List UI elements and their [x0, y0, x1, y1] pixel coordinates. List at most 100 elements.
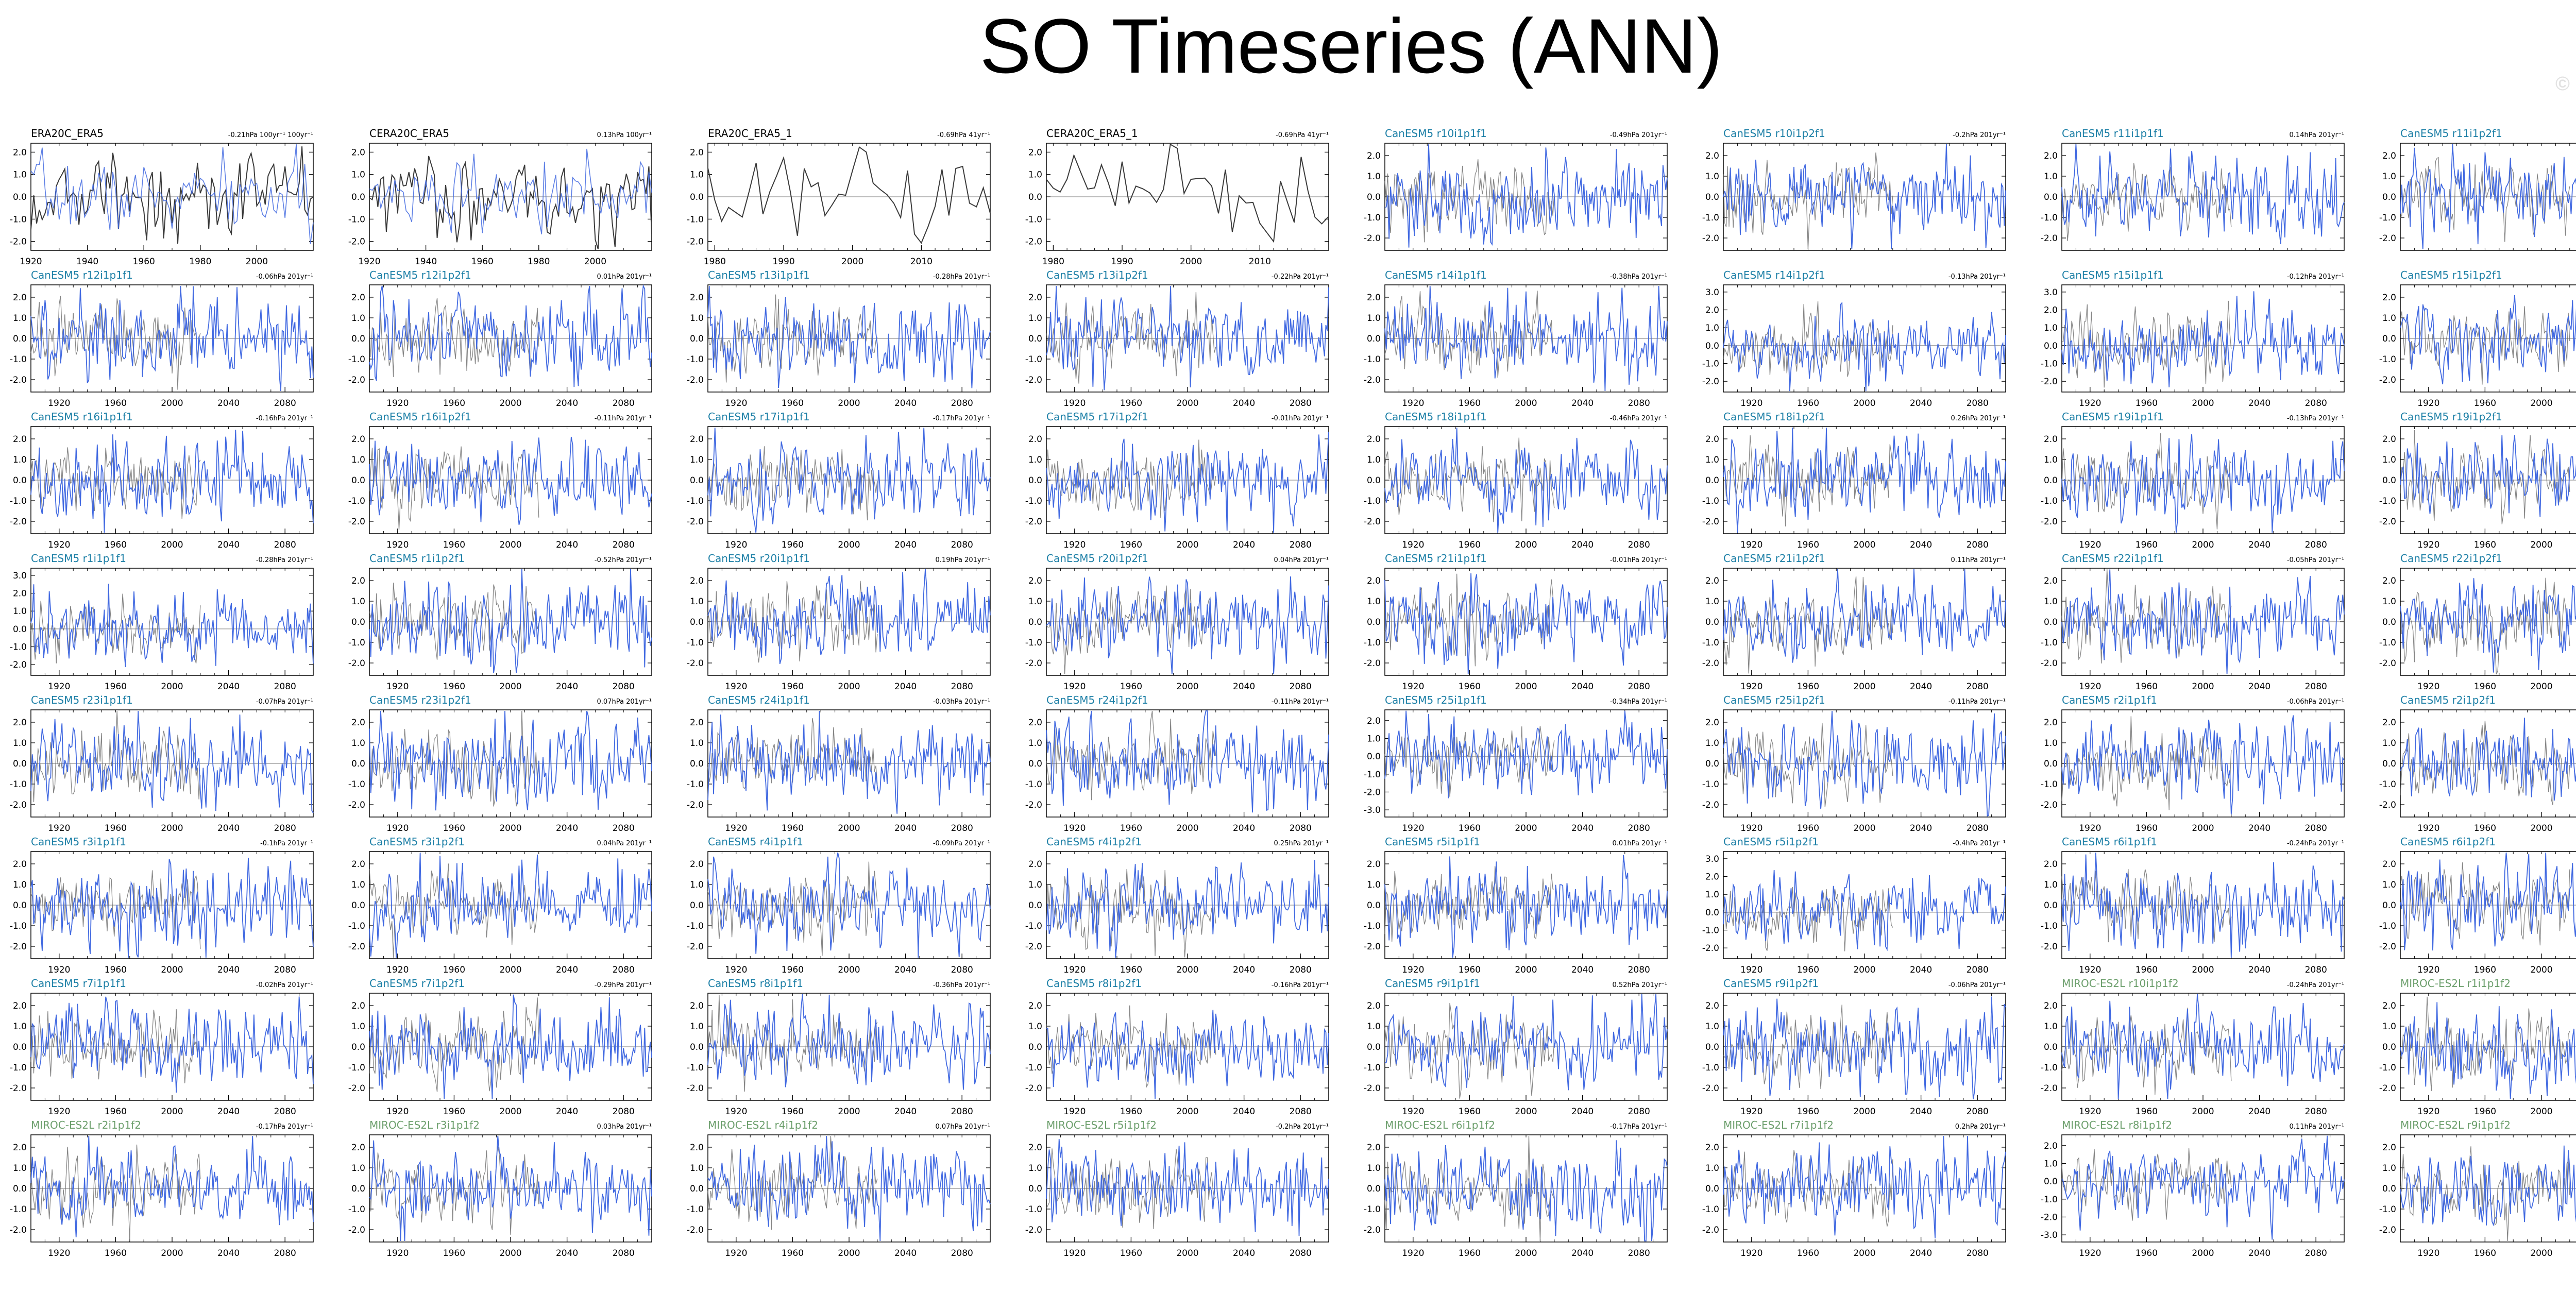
- y-tick-label: 1.0: [1367, 172, 1381, 182]
- y-tick-label: 0.0: [1705, 617, 1719, 627]
- y-tick-label: -2.0: [1025, 375, 1042, 385]
- x-tick-label: 1960: [1797, 1107, 1819, 1117]
- y-tick-label: 1.0: [351, 313, 365, 324]
- panel: MIROC-ES2L r1i1p1f2-0.06hPa 201yr⁻¹2.01.…: [2379, 977, 2576, 1117]
- y-tick-label: 1.0: [1705, 323, 1719, 333]
- x-tick-label: 1960: [1459, 965, 1481, 975]
- y-tick-label: 1.0: [2382, 1022, 2396, 1032]
- y-tick-label: -1.0: [2379, 921, 2396, 931]
- x-tick-label: 2080: [951, 823, 973, 833]
- x-tick-label: 1960: [782, 823, 804, 833]
- y-tick-label: -1.0: [2041, 1195, 2058, 1205]
- panel: CanESM5 r23i1p1f1 -0.07hPa 201yr⁻¹ 2.0 1.0 0…: [10, 694, 314, 833]
- x-tick-label: 1920: [1063, 1248, 1086, 1258]
- panel-title: CanESM5 r5i1p2f1: [1723, 836, 1819, 848]
- x-tick-label: 1920: [2079, 1107, 2101, 1117]
- x-tick-label: 2000: [838, 823, 860, 833]
- y-tick-label: 2.0: [13, 293, 27, 303]
- panel: MIROC-ES2L r3i1p1f2 0.03hPa 201yr⁻¹ 2.0 1.0…: [348, 1119, 652, 1258]
- x-tick-label: 2040: [1910, 1107, 1932, 1117]
- y-tick-label: 1.0: [2382, 880, 2396, 890]
- panel-frame: [30, 568, 314, 676]
- model-series-line: [2400, 435, 2576, 517]
- y-tick-label: 2.0: [1705, 305, 1719, 316]
- y-tick-label: 2.0: [2382, 576, 2396, 586]
- y-tick-label: 0.0: [1028, 192, 1042, 202]
- y-tick-label: 2.0: [1028, 859, 1042, 870]
- obs-overlay-line: [1046, 439, 1216, 518]
- x-tick-label: 2080: [1628, 540, 1650, 550]
- x-tick-label: 1960: [1459, 1107, 1481, 1117]
- obs-overlay-line: [369, 583, 539, 660]
- model-series-line: [2061, 1135, 2345, 1240]
- model-series-line: [369, 994, 652, 1100]
- y-tick-label: 3.0: [2044, 287, 2058, 298]
- x-tick-label: 1960: [2136, 1107, 2158, 1117]
- y-tick-label: 2.0: [2044, 434, 2058, 445]
- y-tick-label: -2.0: [10, 517, 27, 527]
- panel: CanESM5 r22i1p2f10.07hPa 201yr⁻¹2.01.00.…: [2379, 552, 2576, 692]
- y-tick-label: -1.0: [348, 354, 365, 365]
- y-tick-label: 2.0: [1028, 147, 1042, 158]
- x-tick-label: 2000: [838, 1248, 860, 1258]
- y-tick-label: 0.0: [690, 475, 704, 486]
- obs-overlay-line: [30, 1144, 201, 1241]
- y-tick-label: -1.0: [348, 214, 365, 225]
- x-tick-label: 2000: [1515, 965, 1537, 975]
- panel-title: CanESM5 r3i1p1f1: [31, 836, 126, 848]
- x-tick-label: 2080: [1967, 540, 1989, 550]
- y-tick-label: 0.0: [13, 900, 27, 911]
- y-tick-label: 1.0: [13, 738, 27, 748]
- y-tick-label: 0.0: [1367, 1184, 1381, 1194]
- panel: CanESM5 r8i1p2f1 -0.16hPa 201yr⁻¹ 2.0 1.0 0.…: [1025, 977, 1329, 1117]
- x-tick-label: 2040: [556, 823, 578, 833]
- y-tick-label: 2.0: [690, 1001, 704, 1011]
- model-series-line: [2400, 1002, 2576, 1100]
- panel: CanESM5 r18i1p2f1 0.26hPa 201yr⁻¹ 2.0 1.0 0.…: [1702, 411, 2006, 550]
- panel-title: CanESM5 r8i1p1f1: [708, 977, 803, 990]
- x-tick-label: 1960: [782, 540, 804, 550]
- obs-overlay-line: [1384, 437, 1555, 522]
- trend-label: -0.69hPa 41yr⁻¹: [937, 131, 990, 139]
- obs-overlay-line: [707, 446, 878, 521]
- y-tick-label: -2.0: [348, 237, 365, 247]
- y-tick-label: 0.0: [1028, 1184, 1042, 1194]
- panel: CanESM5 r10i1p1f1 -0.49hPa 201yr⁻¹ 2.0 1.0 0…: [1364, 127, 1668, 251]
- trend-label: -0.24hPa 201yr⁻¹: [2287, 981, 2344, 989]
- x-tick-label: 1920: [1063, 398, 1086, 409]
- x-tick-label: 2000: [1853, 1248, 1875, 1258]
- obs-overlay-line: [707, 861, 878, 956]
- x-tick-label: 1920: [2417, 540, 2439, 550]
- y-tick-label: 1.0: [13, 1163, 27, 1173]
- y-tick-label: -2.0: [2041, 233, 2058, 244]
- y-tick-label: 1.0: [13, 1022, 27, 1032]
- panel-title: CanESM5 r8i1p2f1: [1046, 977, 1142, 990]
- x-tick-label: 2040: [2248, 398, 2270, 409]
- x-tick-label: 2040: [1910, 965, 1932, 975]
- y-tick-label: -1.0: [1025, 1204, 1042, 1215]
- y-tick-label: 0.0: [2044, 1042, 2058, 1052]
- model-series-line: [1723, 301, 2006, 392]
- panel: CanESM5 r4i1p1f1 -0.09hPa 201yr⁻¹ 2.0 1.0 0.…: [687, 836, 991, 975]
- y-tick-label: 2.0: [13, 434, 27, 445]
- x-tick-label: 2040: [1571, 965, 1594, 975]
- x-tick-label: 1960: [782, 1107, 804, 1117]
- panel-title: CanESM5 r21i1p2f1: [1723, 552, 1825, 565]
- y-tick-label: 2.0: [13, 147, 27, 158]
- y-tick-label: 0.0: [1028, 900, 1042, 911]
- trend-label: 0.2hPa 201yr⁻¹: [1955, 1123, 2006, 1131]
- panel-title: MIROC-ES2L r3i1p1f2: [369, 1119, 480, 1131]
- x-tick-label: 1940: [415, 257, 437, 267]
- y-tick-label: 2.0: [1028, 434, 1042, 445]
- y-tick-label: 2.0: [1028, 576, 1042, 586]
- x-tick-label: 1960: [133, 257, 155, 267]
- x-tick-label: 1920: [386, 682, 409, 692]
- y-tick-label: -2.0: [10, 1083, 27, 1094]
- x-tick-label: 2040: [894, 823, 917, 833]
- y-tick-label: 2.0: [351, 576, 365, 586]
- y-tick-label: 1.0: [1028, 880, 1042, 890]
- model-series-line: [369, 852, 652, 958]
- y-tick-label: 1.0: [2382, 597, 2396, 607]
- panel-title: CanESM5 r14i1p1f1: [1385, 269, 1487, 281]
- obs-overlay-line: [2061, 433, 2232, 530]
